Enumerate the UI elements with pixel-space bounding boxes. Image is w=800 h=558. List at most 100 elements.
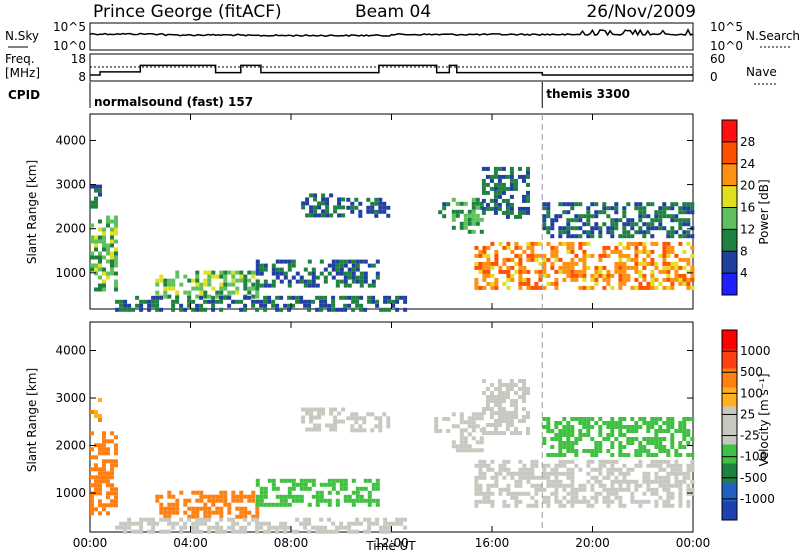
- heatmap-cell: [678, 499, 683, 504]
- heatmap-cell: [642, 475, 647, 480]
- heatmap-cell: [259, 486, 264, 491]
- heatmap-cell: [299, 299, 304, 304]
- heatmap-cell: [309, 419, 314, 424]
- heatmap-cell: [363, 271, 368, 276]
- heatmap-cell: [343, 478, 348, 483]
- heatmap-cell: [474, 463, 479, 468]
- heatmap-cell: [546, 241, 551, 246]
- heatmap-cell: [598, 449, 603, 453]
- heatmap-cell: [526, 411, 530, 415]
- heatmap-cell: [590, 277, 595, 282]
- heatmap-cell: [327, 263, 332, 268]
- heatmap-cell: [482, 245, 487, 250]
- heatmap-cell: [501, 182, 506, 187]
- heatmap-cell: [481, 411, 486, 415]
- heatmap-cell: [518, 253, 523, 258]
- heatmap-cell: [98, 267, 102, 272]
- heatmap-cell: [471, 229, 476, 234]
- heatmap-cell: [574, 463, 579, 468]
- heatmap-cell: [263, 521, 268, 526]
- heatmap-cell: [219, 286, 224, 291]
- heatmap-cell: [467, 448, 472, 453]
- heatmap-cell: [606, 421, 611, 425]
- heatmap-cell: [251, 299, 256, 304]
- heatmap-cell: [317, 423, 322, 428]
- heatmap-cell: [471, 209, 476, 214]
- heatmap-cell: [570, 499, 575, 504]
- heatmap-cell: [263, 486, 268, 491]
- heatmap-cell: [530, 459, 535, 464]
- heatmap-cell: [231, 274, 236, 279]
- heatmap-cell: [295, 494, 300, 499]
- heatmap-cell: [474, 261, 479, 266]
- heatmap-cell: [602, 285, 607, 290]
- heatmap-cell: [110, 243, 114, 248]
- heatmap-cell: [106, 243, 110, 248]
- heatmap-cell: [327, 482, 332, 487]
- heatmap-cell: [215, 299, 220, 304]
- heatmap-cell: [678, 487, 683, 492]
- heatmap-cell: [642, 491, 647, 496]
- heatmap-cell: [686, 210, 691, 215]
- heatmap-cell: [481, 178, 486, 183]
- heatmap-cell: [554, 495, 559, 500]
- heatmap-cell: [566, 222, 571, 227]
- heatmap-cell: [526, 415, 530, 419]
- heatmap-cell: [558, 433, 563, 437]
- heatmap-cell: [163, 286, 168, 291]
- heatmap-cell: [299, 478, 304, 483]
- heatmap-cell: [630, 265, 635, 270]
- heatmap-cell: [646, 222, 651, 227]
- date-title: 26/Nov/2009: [586, 2, 696, 22]
- heatmap-cell: [650, 479, 655, 484]
- heatmap-cell: [582, 249, 587, 254]
- heatmap-cell: [489, 411, 494, 415]
- heatmap-cell: [586, 241, 591, 246]
- heatmap-cell: [379, 529, 384, 534]
- heatmap-cell: [343, 303, 348, 308]
- heatmap-cell: [590, 437, 595, 441]
- heatmap-cell: [331, 299, 336, 304]
- heatmap-cell: [514, 399, 518, 403]
- heatmap-cell: [479, 217, 484, 222]
- heatmap-cell: [335, 502, 340, 507]
- heatmap-cell: [98, 503, 102, 508]
- heatmap-cell: [570, 491, 575, 496]
- heatmap-cell: [343, 486, 348, 491]
- heatmap-cell: [610, 463, 615, 468]
- heatmap-cell: [622, 417, 627, 421]
- heatmap-cell: [459, 225, 464, 230]
- heatmap-cell: [505, 383, 510, 387]
- heatmap-cell: [622, 273, 627, 278]
- heatmap-cell: [618, 425, 623, 429]
- heatmap-cell: [514, 479, 519, 484]
- heatmap-cell: [509, 383, 514, 387]
- heatmap-cell: [510, 257, 515, 262]
- heatmap-cell: [598, 459, 603, 464]
- heatmap-cell: [666, 230, 671, 235]
- heatmap-cell: [474, 503, 479, 508]
- heatmap-cell: [203, 290, 208, 295]
- heatmap-cell: [666, 261, 671, 266]
- heatmap-cell: [311, 482, 316, 487]
- heatmap-cell: [654, 285, 659, 290]
- heatmap-cell: [626, 437, 631, 441]
- heatmap-cell: [375, 517, 380, 522]
- heatmap-cell: [586, 253, 591, 258]
- heatmap-cell: [690, 269, 695, 274]
- heatmap-cell: [279, 521, 284, 526]
- heatmap-cell: [305, 427, 310, 432]
- heatmap-cell: [505, 415, 510, 419]
- heatmap-cell: [642, 285, 647, 290]
- heatmap-cell: [658, 463, 663, 468]
- heatmap-cell: [642, 249, 647, 254]
- heatmap-cell: [463, 225, 468, 230]
- heatmap-cell: [518, 210, 522, 215]
- heatmap-cell: [311, 494, 316, 499]
- heatmap-cell: [279, 494, 284, 499]
- heatmap-cell: [610, 479, 615, 484]
- heatmap-cell: [482, 463, 487, 468]
- heatmap-cell: [590, 467, 595, 472]
- heatmap-cell: [574, 214, 579, 219]
- heatmap-cell: [119, 525, 124, 530]
